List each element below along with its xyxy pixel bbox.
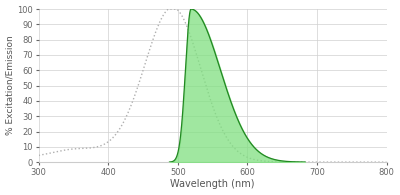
X-axis label: Wavelength (nm): Wavelength (nm) [170,179,255,190]
Y-axis label: % Excitation/Emission: % Excitation/Emission [6,36,14,136]
